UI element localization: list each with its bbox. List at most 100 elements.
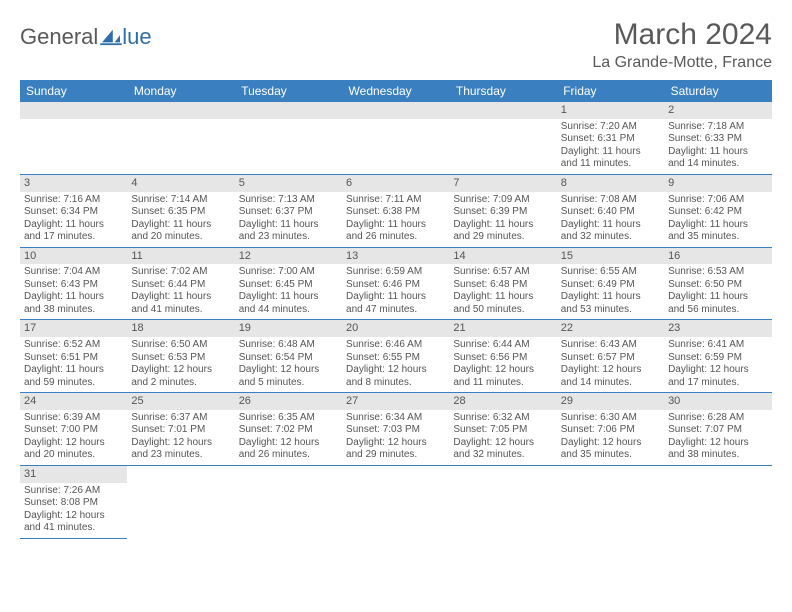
calendar-cell: 13Sunrise: 6:59 AMSunset: 6:46 PMDayligh… [342,247,449,320]
cell-body [127,119,234,167]
sunrise-text: Sunrise: 6:46 AM [346,339,445,352]
calendar-cell: 24Sunrise: 6:39 AMSunset: 7:00 PMDayligh… [20,393,127,466]
calendar-cell: 17Sunrise: 6:52 AMSunset: 6:51 PMDayligh… [20,320,127,393]
cell-body: Sunrise: 7:11 AMSunset: 6:38 PMDaylight:… [342,192,449,247]
cell-body: Sunrise: 7:09 AMSunset: 6:39 PMDaylight:… [449,192,556,247]
cell-body: Sunrise: 6:55 AMSunset: 6:49 PMDaylight:… [557,264,664,319]
calendar-cell: 8Sunrise: 7:08 AMSunset: 6:40 PMDaylight… [557,174,664,247]
daylight-text: Daylight: 12 hours [346,364,445,377]
calendar-cell: 2Sunrise: 7:18 AMSunset: 6:33 PMDaylight… [664,102,771,174]
sunrise-text: Sunrise: 7:11 AM [346,194,445,207]
calendar-cell: 22Sunrise: 6:43 AMSunset: 6:57 PMDayligh… [557,320,664,393]
day-number [20,102,127,119]
calendar-cell [449,465,556,538]
daylight-text: and 32 minutes. [453,449,552,462]
cell-body [235,483,342,531]
daylight-text: and 29 minutes. [453,231,552,244]
day-number: 3 [20,175,127,192]
day-number: 9 [664,175,771,192]
calendar-cell: 16Sunrise: 6:53 AMSunset: 6:50 PMDayligh… [664,247,771,320]
sunrise-text: Sunrise: 7:20 AM [561,121,660,134]
day-number [235,466,342,483]
day-header-row: Sunday Monday Tuesday Wednesday Thursday… [20,80,772,102]
logo-sail-icon [100,28,122,46]
cell-body: Sunrise: 6:30 AMSunset: 7:06 PMDaylight:… [557,410,664,465]
daylight-text: Daylight: 11 hours [24,291,123,304]
daylight-text: and 20 minutes. [24,449,123,462]
daylight-text: and 14 minutes. [668,158,767,171]
cell-body: Sunrise: 6:53 AMSunset: 6:50 PMDaylight:… [664,264,771,319]
sunset-text: Sunset: 6:50 PM [668,279,767,292]
sunrise-text: Sunrise: 6:39 AM [24,412,123,425]
daylight-text: and 35 minutes. [668,231,767,244]
logo: General lue [20,24,152,50]
cell-body: Sunrise: 6:41 AMSunset: 6:59 PMDaylight:… [664,337,771,392]
day-number: 7 [449,175,556,192]
calendar-cell: 10Sunrise: 7:04 AMSunset: 6:43 PMDayligh… [20,247,127,320]
day-number: 19 [235,320,342,337]
daylight-text: Daylight: 12 hours [561,364,660,377]
sunrise-text: Sunrise: 7:18 AM [668,121,767,134]
sunrise-text: Sunrise: 7:14 AM [131,194,230,207]
day-number [449,102,556,119]
daylight-text: Daylight: 12 hours [453,437,552,450]
daylight-text: Daylight: 12 hours [131,364,230,377]
day-number: 1 [557,102,664,119]
calendar-cell: 9Sunrise: 7:06 AMSunset: 6:42 PMDaylight… [664,174,771,247]
sunrise-text: Sunrise: 7:26 AM [24,485,123,498]
daylight-text: and 53 minutes. [561,304,660,317]
day-number: 24 [20,393,127,410]
daylight-text: Daylight: 11 hours [346,291,445,304]
calendar-cell: 14Sunrise: 6:57 AMSunset: 6:48 PMDayligh… [449,247,556,320]
day-number: 11 [127,248,234,265]
daylight-text: Daylight: 11 hours [561,146,660,159]
daylight-text: and 41 minutes. [24,522,123,535]
sunrise-text: Sunrise: 7:09 AM [453,194,552,207]
sunset-text: Sunset: 7:03 PM [346,424,445,437]
sunset-text: Sunset: 6:55 PM [346,352,445,365]
calendar-cell: 26Sunrise: 6:35 AMSunset: 7:02 PMDayligh… [235,393,342,466]
daylight-text: and 44 minutes. [239,304,338,317]
cell-body [557,483,664,531]
daylight-text: and 11 minutes. [561,158,660,171]
sunset-text: Sunset: 6:54 PM [239,352,338,365]
daylight-text: Daylight: 12 hours [561,437,660,450]
day-header: Friday [557,80,664,102]
day-number: 31 [20,466,127,483]
sunset-text: Sunset: 6:56 PM [453,352,552,365]
sunrise-text: Sunrise: 7:08 AM [561,194,660,207]
calendar-cell [127,102,234,174]
sunset-text: Sunset: 7:06 PM [561,424,660,437]
calendar-cell [342,465,449,538]
day-number: 14 [449,248,556,265]
calendar-table: Sunday Monday Tuesday Wednesday Thursday… [20,80,772,539]
day-number: 22 [557,320,664,337]
day-number: 15 [557,248,664,265]
logo-text-general: General [20,24,98,50]
sunset-text: Sunset: 6:51 PM [24,352,123,365]
cell-body [127,483,234,531]
cell-body: Sunrise: 6:50 AMSunset: 6:53 PMDaylight:… [127,337,234,392]
calendar-cell: 30Sunrise: 6:28 AMSunset: 7:07 PMDayligh… [664,393,771,466]
cell-body: Sunrise: 6:32 AMSunset: 7:05 PMDaylight:… [449,410,556,465]
daylight-text: and 56 minutes. [668,304,767,317]
daylight-text: Daylight: 12 hours [668,437,767,450]
daylight-text: and 8 minutes. [346,377,445,390]
cell-body [664,483,771,531]
day-number [127,466,234,483]
daylight-text: and 50 minutes. [453,304,552,317]
sunrise-text: Sunrise: 6:55 AM [561,266,660,279]
calendar-cell: 1Sunrise: 7:20 AMSunset: 6:31 PMDaylight… [557,102,664,174]
sunset-text: Sunset: 6:42 PM [668,206,767,219]
sunset-text: Sunset: 6:35 PM [131,206,230,219]
calendar-cell: 6Sunrise: 7:11 AMSunset: 6:38 PMDaylight… [342,174,449,247]
sunset-text: Sunset: 6:48 PM [453,279,552,292]
sunrise-text: Sunrise: 6:28 AM [668,412,767,425]
daylight-text: Daylight: 11 hours [668,219,767,232]
day-number: 4 [127,175,234,192]
day-number: 30 [664,393,771,410]
sunset-text: Sunset: 6:34 PM [24,206,123,219]
sunrise-text: Sunrise: 6:44 AM [453,339,552,352]
title-block: March 2024 La Grande-Motte, France [592,18,772,72]
sunset-text: Sunset: 8:08 PM [24,497,123,510]
